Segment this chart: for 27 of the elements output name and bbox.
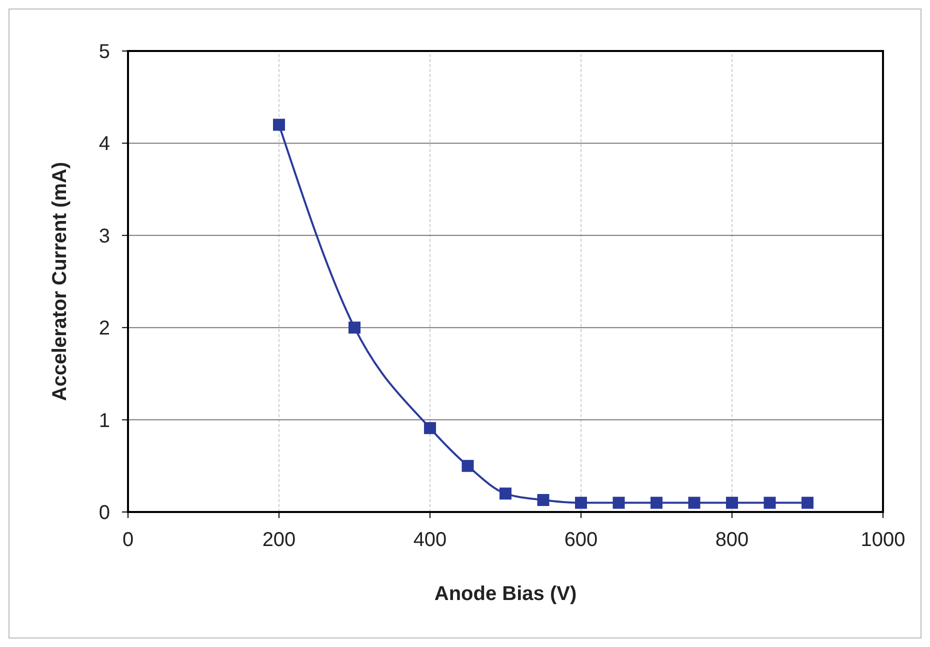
point: [500, 488, 512, 500]
x-tick-label: 200: [262, 529, 296, 551]
point: [764, 496, 776, 509]
point: [802, 496, 814, 509]
point: [273, 118, 285, 131]
point: [688, 496, 700, 509]
point: [462, 460, 474, 472]
y-tick-label: 5: [98, 41, 110, 63]
point: [348, 322, 360, 334]
x-tick-label: 400: [413, 529, 447, 551]
x-tick-label: 1000: [860, 529, 906, 551]
x-tick-label: 0: [122, 529, 134, 551]
point: [650, 496, 662, 509]
x-axis-title: Anode Bias (V): [434, 583, 577, 605]
x-tick-label: 800: [715, 529, 749, 551]
y-tick-label: 3: [98, 225, 110, 248]
point: [575, 496, 587, 509]
point: [537, 494, 550, 506]
y-tick-label: 4: [98, 133, 110, 156]
x-tick-label: 600: [564, 529, 598, 551]
point: [726, 496, 738, 509]
y-axis-title: Accelerator Current (mA): [49, 162, 71, 401]
point: [612, 496, 625, 509]
y-tick-label: 0: [98, 502, 110, 524]
y-tick-label: 1: [98, 410, 110, 432]
point: [424, 422, 436, 434]
y-tick-label: 2: [98, 318, 110, 340]
